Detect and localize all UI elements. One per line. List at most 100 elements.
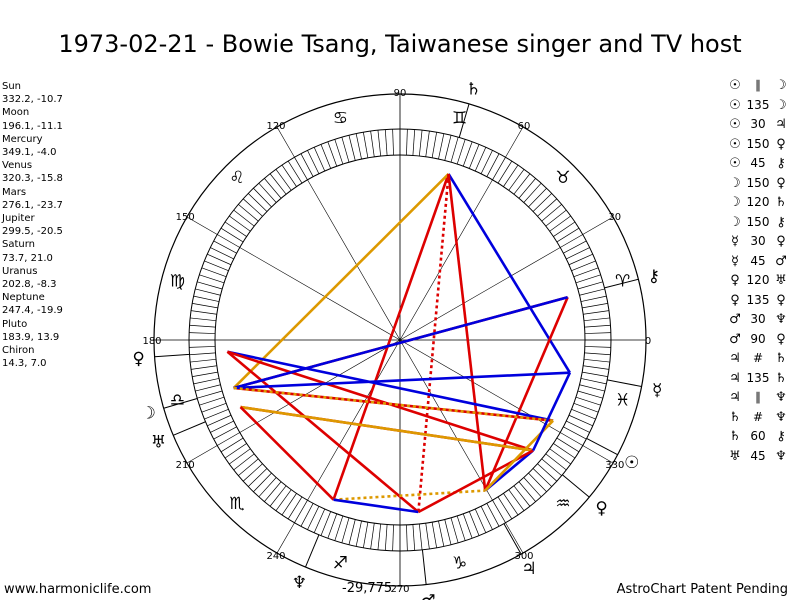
planet-glyph: ♂ — [420, 592, 435, 600]
degree-tick — [197, 390, 223, 399]
degree-tick — [341, 517, 350, 543]
zodiac-sign-glyph: ♓ — [615, 391, 630, 411]
degree-tick — [566, 420, 590, 433]
aspect-planet-2: ♆ — [775, 312, 787, 327]
aspect-planet-2: ♄ — [775, 195, 787, 210]
aspect-planet-1: ♀ — [730, 292, 740, 308]
degree-tick — [190, 358, 217, 363]
degree-label: 180 — [142, 336, 161, 347]
footer-value: -29,775 — [342, 581, 393, 596]
degree-tick — [370, 131, 375, 157]
degree-tick — [571, 260, 596, 272]
degree-tick — [207, 414, 232, 427]
degree-tick — [579, 384, 605, 392]
aspect-type: 150 — [746, 214, 770, 229]
degree-tick — [191, 310, 217, 315]
degree-label: 0 — [645, 336, 651, 347]
aspect-planet-1: ♄ — [729, 409, 741, 425]
site-link[interactable]: www.harmoniclife.com — [4, 582, 152, 597]
degree-tick — [233, 209, 255, 227]
degree-tick — [492, 500, 506, 523]
degree-tick — [568, 253, 593, 266]
degree-tick — [191, 365, 217, 370]
aspect-type: ∥ — [755, 78, 761, 92]
degree-label: 330 — [605, 460, 624, 471]
degree-tick — [287, 496, 303, 520]
planet-glyph: ♄ — [466, 80, 481, 100]
degree-tick — [406, 524, 408, 551]
degree-tick — [545, 453, 567, 471]
aspect-planet-2: ☽ — [775, 78, 787, 93]
aspect-row: ♃ ∥ ♆ — [726, 388, 790, 408]
degree-tick — [532, 468, 553, 487]
aspect-planet-2: ♆ — [775, 390, 787, 405]
degree-tick — [287, 160, 303, 184]
degree-tick — [580, 295, 607, 302]
degree-tick — [300, 503, 314, 527]
degree-tick — [553, 221, 576, 237]
degree-tick — [508, 169, 525, 191]
aspect-planet-1: ☽ — [729, 195, 741, 210]
aspect-type: 30 — [750, 117, 766, 131]
sign-spoke — [399, 339, 493, 501]
degree-tick — [201, 402, 227, 413]
aspect-row: ♄ # ♆ — [726, 408, 790, 428]
degree-tick — [450, 137, 459, 163]
degree-tick — [313, 508, 326, 533]
degree-tick — [334, 515, 344, 541]
degree-tick — [195, 288, 221, 296]
degree-tick — [363, 132, 369, 158]
zodiac-sign-glyph: ♌ — [229, 168, 244, 188]
degree-tick — [549, 448, 571, 465]
aspect-row: ☽ 150 ♀ — [726, 174, 790, 194]
aspect-line — [233, 296, 568, 390]
degree-tick — [377, 130, 382, 157]
zodiac-sign-glyph: ♏ — [229, 494, 244, 514]
aspect-row: ☉ 45 ⚷ — [726, 154, 790, 174]
degree-label: 210 — [176, 460, 195, 471]
aspect-planet-1: ☉ — [729, 117, 741, 132]
degree-tick — [370, 523, 375, 549]
degree-tick — [341, 137, 350, 163]
planet-glyph: ⚷ — [648, 266, 660, 286]
degree-tick — [392, 524, 394, 551]
degree-tick — [560, 432, 583, 446]
planet-marker — [503, 523, 522, 555]
degree-tick — [300, 153, 314, 177]
degree-label: 90 — [394, 88, 407, 99]
degree-tick — [192, 371, 218, 377]
degree-tick — [229, 448, 251, 465]
degree-tick — [568, 414, 593, 427]
degree-tick — [556, 227, 580, 243]
degree-tick — [492, 157, 506, 180]
planet-name: Moon — [2, 107, 30, 119]
aspect-planet-1: ♂ — [729, 331, 741, 347]
aspect-planet-2: ♅ — [775, 273, 787, 288]
aspect-row: ☿ 45 ♂ — [726, 252, 790, 272]
zodiac-sign-glyph: ♉ — [555, 168, 570, 188]
aspect-planet-2: ♀ — [776, 136, 786, 152]
credit-text: AstroChart Patent Pending — [616, 582, 788, 597]
sign-divider — [276, 522, 295, 554]
sign-spoke — [239, 247, 401, 341]
degree-tick — [582, 371, 608, 377]
degree-tick — [247, 193, 268, 212]
aspect-line — [232, 173, 450, 389]
degree-tick — [275, 489, 292, 511]
aspect-row: ♀ 135 ♀ — [726, 291, 790, 311]
aspect-planet-1: ☿ — [731, 234, 739, 249]
degree-tick — [355, 520, 362, 547]
degree-tick — [195, 384, 221, 392]
degree-tick — [425, 131, 430, 157]
aspect-line — [227, 350, 534, 452]
planet-marker — [173, 421, 206, 436]
sign-divider — [505, 522, 524, 554]
degree-tick — [462, 141, 473, 167]
aspect-type: 135 — [746, 370, 770, 385]
planet-name: Mars — [2, 186, 27, 198]
zodiac-sign-glyph: ♒ — [555, 494, 570, 514]
degree-tick — [541, 458, 562, 476]
degree-tick — [523, 477, 542, 498]
degree-tick — [213, 426, 237, 440]
sign-divider — [582, 216, 614, 235]
